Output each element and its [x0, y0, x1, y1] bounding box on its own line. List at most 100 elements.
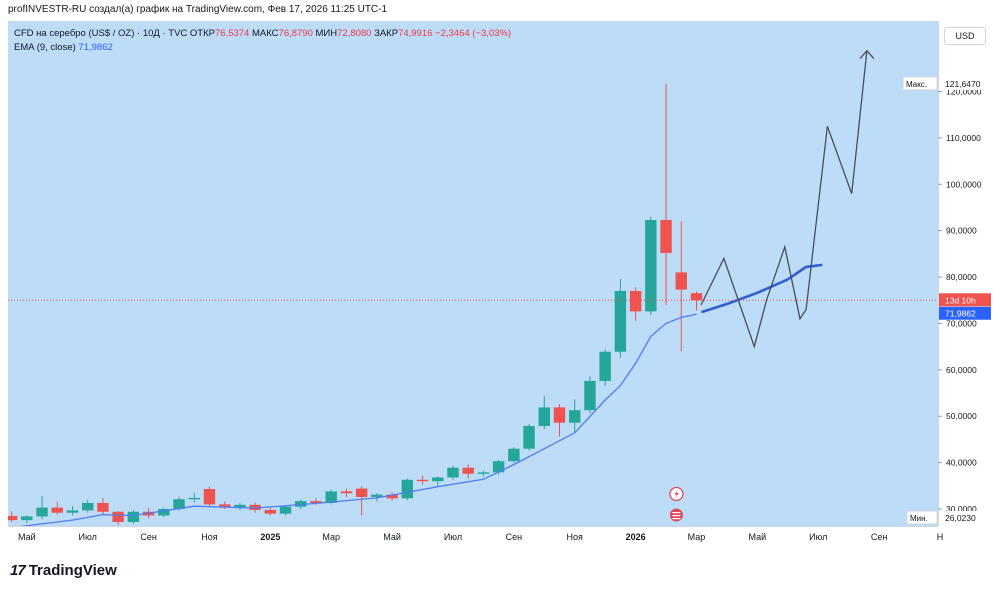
forecast-arrow-head [859, 49, 875, 60]
legend-change: −2,3464 (−3,03%) [435, 28, 512, 39]
flag-stripe-icon [672, 518, 681, 520]
candle-body [508, 448, 520, 462]
ema-value-text: 71,9862 [945, 309, 976, 319]
candle-body [112, 511, 124, 522]
chart-caption: profINVESTR-RU создал(а) график на Tradi… [8, 4, 388, 15]
candle-body [675, 272, 687, 290]
candle-body [173, 499, 185, 509]
tradingview-logo-text: TradingView [28, 562, 117, 579]
candle-body [97, 502, 109, 512]
candle-body [355, 488, 368, 497]
countdown-box [939, 293, 991, 307]
time-tick-label: Сен [506, 532, 523, 542]
candle-body [660, 219, 672, 253]
candle-body [553, 407, 566, 423]
forecast-path [700, 50, 868, 349]
time-tick-label: 2025 [260, 532, 280, 542]
time-tick-label: Ноя [201, 532, 218, 542]
candle-body [492, 461, 505, 473]
price-tick-label: 120,0000 [946, 87, 982, 97]
candle-body [599, 351, 611, 381]
candle-body [401, 479, 414, 499]
legend-symbol[interactable]: CFD на серебро (US$ / OZ) · 10Д · TVC [14, 28, 188, 39]
flag-stripe-icon [672, 512, 681, 514]
tradingview-logo-icon: 17 [10, 562, 26, 579]
legend-low-value: 72,8080 [337, 28, 372, 39]
time-tick-label: Июл [444, 532, 462, 542]
price-tick-label: 80,0000 [946, 272, 977, 282]
candle-body [203, 489, 216, 505]
legend-ema-label[interactable]: EMA (9, close) [14, 42, 76, 53]
candle-body [614, 290, 627, 352]
legend-low-label: МИН [315, 28, 338, 39]
min-value-box [939, 511, 991, 524]
time-axis[interactable] [8, 526, 938, 548]
legend-close-label: ЗАКР [374, 28, 399, 39]
legend-high-label: МАКС [251, 28, 279, 39]
candle-body [218, 504, 231, 508]
flag-stripe-icon [672, 515, 681, 517]
candle-body [21, 516, 33, 521]
min-label-box [906, 510, 938, 525]
candle-body [690, 293, 703, 301]
candle-body [629, 290, 642, 312]
candle-body [66, 510, 79, 513]
plot-area[interactable] [8, 21, 938, 526]
candle-body [523, 425, 535, 449]
price-tick-label: 90,0000 [946, 226, 977, 236]
time-tick-label: Ноя [567, 532, 584, 542]
candle-body [371, 494, 383, 497]
countdown-text: 13d 10h [945, 295, 976, 305]
candle-body [462, 467, 474, 474]
plot-layer [8, 49, 938, 526]
price-tick-label: 30,0000 [946, 504, 977, 514]
tradingview-logo[interactable]: 17 TradingView [10, 562, 117, 579]
price-axis[interactable] [938, 21, 993, 526]
max-value-box [939, 76, 991, 90]
candle-body [325, 491, 337, 503]
ema-line [19, 313, 697, 526]
time-tick-label: 2026 [626, 532, 646, 542]
candle-body [188, 497, 200, 500]
min-value-text: 26,0230 [945, 513, 976, 523]
max-label-text: Макс. [906, 80, 927, 89]
candle-body [295, 501, 307, 507]
time-tick-label: Сен [871, 532, 888, 542]
candle-body [51, 507, 63, 513]
time-tick-label: Май [383, 532, 401, 542]
max-label-box [902, 76, 938, 91]
legend-close-value: 74,9916 [398, 28, 433, 39]
time-tick-label: Май [749, 532, 767, 542]
legend-open-label: ОТКР [189, 28, 215, 39]
candle-body [340, 491, 353, 494]
legend-ohlc-row: CFD на серебро (US$ / OZ) · 10Д · TVC ОТ… [14, 27, 511, 41]
candle-body [447, 467, 459, 478]
candle-body [249, 504, 261, 510]
price-tick-label: 40,0000 [946, 458, 977, 468]
time-tick-label: Мар [322, 532, 340, 542]
candle-body [158, 509, 170, 516]
candle-body [234, 504, 246, 508]
candle-body [264, 509, 277, 514]
legend-ema-row: EMA (9, close) 71,9862 [14, 41, 511, 55]
lightning-glyph-icon [674, 489, 679, 499]
candle-body [36, 507, 48, 517]
candle-body [432, 477, 444, 482]
candle-body [645, 219, 657, 312]
min-label-text: Мин. [910, 514, 928, 523]
legend-open-value: 76,5374 [215, 28, 250, 39]
candle-body [477, 472, 490, 474]
time-tick-label: Мар [688, 532, 706, 542]
time-tick-label: Н [937, 532, 944, 542]
candle-body [8, 515, 18, 521]
currency-button[interactable]: USD [944, 27, 986, 45]
legend-high-value: 76,8790 [278, 28, 313, 39]
price-tick-label: 100,0000 [946, 179, 982, 189]
candle-body [386, 494, 398, 499]
candle-body [127, 511, 140, 522]
price-tick-label: 70,0000 [946, 318, 977, 328]
candle-body [416, 479, 429, 482]
chart-legend: CFD на серебро (US$ / OZ) · 10Д · TVC ОТ… [14, 27, 511, 55]
candle-body [310, 501, 322, 503]
